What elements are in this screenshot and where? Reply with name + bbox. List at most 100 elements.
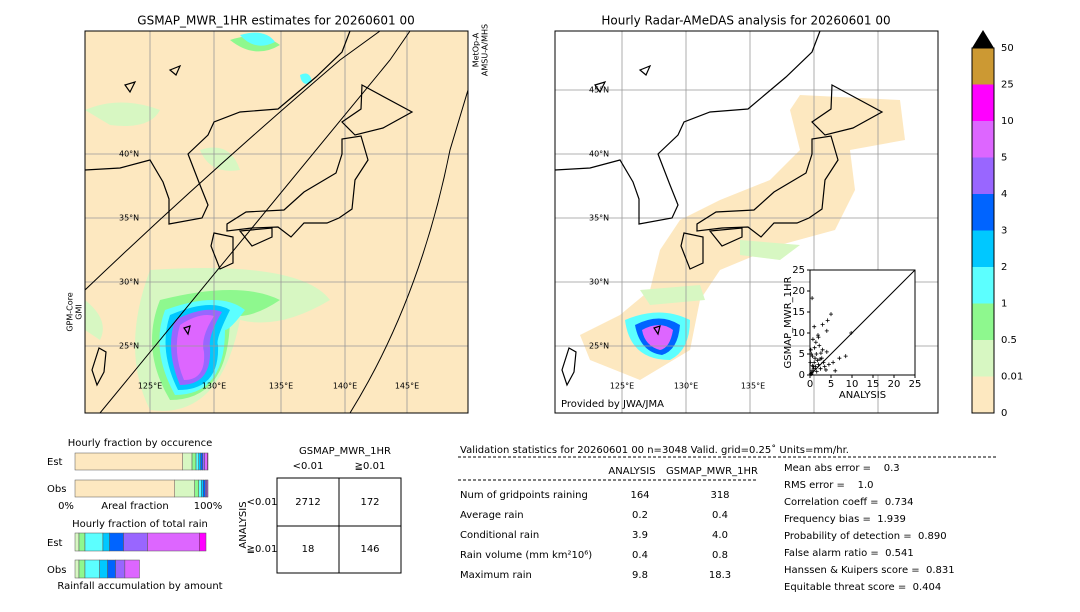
- scatter-point: [820, 322, 825, 327]
- scatter-point: [823, 367, 828, 372]
- colorbar-segment: [972, 340, 994, 377]
- scatter-point: [821, 360, 826, 365]
- y-tick-label: 20: [792, 286, 805, 297]
- colorbar-label: 25: [1001, 80, 1014, 91]
- lon-label: 130°E: [202, 382, 226, 391]
- scatter-point: [820, 347, 825, 352]
- x-tick-label: 20: [888, 379, 901, 390]
- scatter-point: [809, 370, 814, 375]
- y-tick-label: 0: [799, 370, 805, 381]
- scatter-point: [812, 324, 817, 329]
- stat-value: 164: [630, 490, 649, 501]
- scatter-point: [843, 354, 848, 359]
- scatter-point: [833, 368, 838, 373]
- colorbar-label: 50: [1001, 43, 1014, 54]
- colorbar-segment: [972, 48, 994, 85]
- colorbar-segment: [972, 194, 994, 231]
- scatter-point: [808, 360, 813, 365]
- fraction-segment: [195, 452, 199, 471]
- col-head: ANALYSIS: [608, 466, 655, 477]
- graticule: [85, 31, 468, 413]
- fraction-segment: [191, 452, 197, 471]
- colorbar-segment: [972, 267, 994, 304]
- scatter-point: [810, 363, 815, 368]
- stat-value: 18.3: [709, 570, 731, 581]
- fraction-segment: [201, 479, 204, 498]
- scatter-point: [808, 347, 813, 352]
- rain-field: [580, 95, 905, 380]
- scatter-point: [810, 368, 815, 373]
- fraction-segment: [74, 479, 175, 498]
- table-cell: 172: [360, 497, 379, 508]
- diagonal: [809, 269, 916, 376]
- fraction-segment: [207, 452, 209, 471]
- score: False alarm ratio = 0.541: [784, 548, 914, 559]
- colorbar-label: 4: [1001, 189, 1007, 200]
- map-title: GSMAP_MWR_1HR estimates for 20260601 00: [137, 14, 414, 28]
- colorbar-segment: [972, 121, 994, 158]
- lon-label: 130°E: [674, 382, 698, 391]
- stat-value: 9.8: [632, 570, 648, 581]
- scatter-point: [837, 356, 842, 361]
- scatter-point: [818, 366, 823, 371]
- table-cell: 18: [302, 544, 315, 555]
- scatter-point: [824, 328, 829, 333]
- stat-value: 0.4: [632, 550, 648, 561]
- scatter-point: [811, 366, 816, 371]
- credit: Provided by JWA/JMA: [561, 399, 664, 410]
- x-tick-label: 5: [828, 379, 834, 390]
- table-cell: 146: [360, 544, 379, 555]
- colorbar-label: 10: [1001, 116, 1014, 127]
- scatter-point: [815, 333, 820, 338]
- fraction-segment: [78, 559, 86, 579]
- x-tick-label: 15: [867, 379, 880, 390]
- scatter-point: [817, 343, 822, 348]
- col-head: GSMAP_MWR_1HR: [666, 466, 758, 477]
- stat-value: 0.4: [712, 510, 728, 521]
- score: Correlation coeff = 0.734: [784, 497, 914, 508]
- lon-label: 135°E: [741, 382, 765, 391]
- scatter-point: [813, 340, 818, 345]
- lat-label: 40°N: [119, 150, 139, 159]
- fraction-segment: [182, 452, 193, 471]
- y-axis-label: GSMAP_MWR_1HR: [783, 277, 794, 369]
- fraction-segment: [204, 452, 208, 471]
- lon-label: 125°E: [138, 382, 162, 391]
- lat-label: 30°N: [119, 278, 139, 287]
- row-title: ANALYSIS: [238, 501, 249, 548]
- table-title: GSMAP_MWR_1HR: [299, 446, 391, 457]
- score: Equitable threat score = 0.404: [784, 582, 941, 593]
- fraction-segment: [174, 479, 195, 498]
- row-label: Est: [47, 538, 63, 549]
- fraction-segment: [200, 452, 203, 471]
- lat-label: 25°N: [589, 342, 609, 351]
- colorbar-label: 3: [1001, 226, 1007, 237]
- row-label: Est: [47, 457, 63, 468]
- scatter-point: [808, 371, 813, 376]
- scatter-point: [814, 352, 819, 356]
- scatter-point: [815, 358, 820, 363]
- scatter-point: [818, 357, 823, 362]
- fraction-segment: [74, 452, 183, 471]
- y-tick-label: 5: [799, 349, 805, 360]
- fraction-segment: [74, 559, 80, 579]
- colorbar-label: 0.5: [1001, 335, 1017, 346]
- stat-name: Conditional rain: [460, 530, 539, 541]
- lat-label: 25°N: [119, 342, 139, 351]
- scatter-point: [849, 331, 854, 335]
- axis-label: 0%: [58, 501, 74, 512]
- lat-label: 45°N: [589, 86, 609, 95]
- stat-name: Num of gridpoints raining: [460, 490, 588, 501]
- row-label: Obs: [47, 565, 66, 576]
- score: RMS error = 1.0: [784, 480, 874, 491]
- colorbar-label: 0.01: [1001, 372, 1023, 383]
- sensor-label: MetOp-A: [472, 32, 481, 67]
- stats-header: Validation statistics for 20260601 00 n=…: [460, 444, 849, 456]
- lon-label: 140°E: [333, 382, 357, 391]
- score: Frequency bias = 1.939: [784, 514, 906, 525]
- colorbar-frame: [971, 47, 995, 414]
- scatter-point: [825, 318, 830, 323]
- stat-name: Maximum rain: [460, 570, 532, 581]
- score: Mean abs error = 0.3: [784, 463, 900, 474]
